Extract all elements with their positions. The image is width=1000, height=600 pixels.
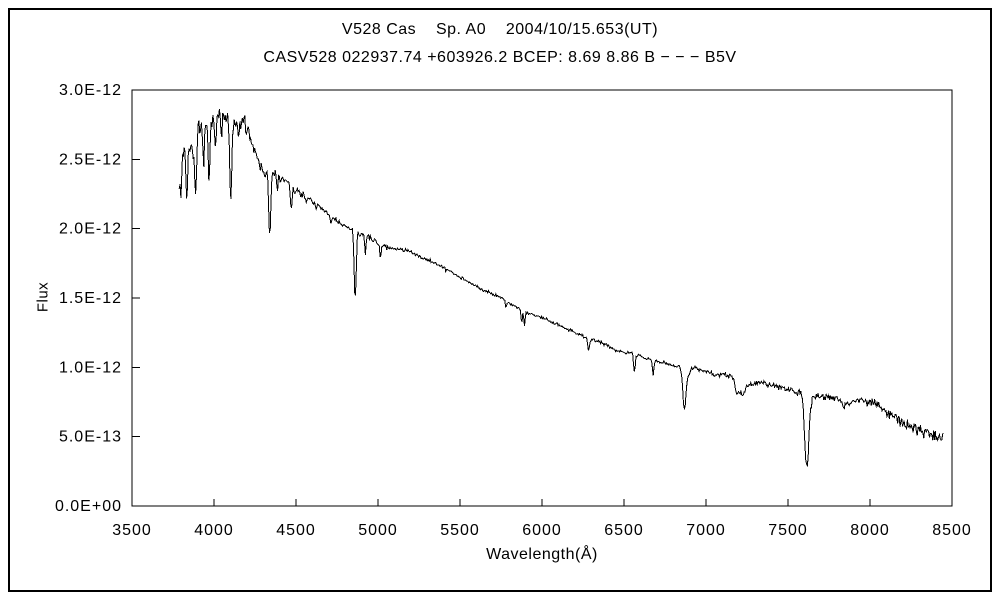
- x-tick-label: 3500: [112, 522, 152, 539]
- y-tick-label: 5.0E-13: [59, 429, 122, 446]
- y-tick-label: 3.0E-12: [59, 82, 122, 99]
- x-axis-title: Wavelength(Å): [486, 546, 598, 563]
- plot-subtitle: CASV528 022937.74 +603926.2 BCEP: 8.69 8…: [263, 49, 737, 66]
- x-tick-label: 4500: [276, 522, 316, 539]
- x-tick-label: 8500: [932, 522, 972, 539]
- plot-title: V528 Cas Sp. A0 2004/10/15.653(UT): [341, 21, 659, 38]
- y-tick-label: 2.5E-12: [59, 151, 122, 168]
- y-tick-label: 0.0E+00: [55, 498, 122, 515]
- x-tick-label: 7000: [686, 522, 726, 539]
- x-tick-label: 8000: [850, 522, 890, 539]
- plot-border: [131, 89, 953, 507]
- x-tick-label: 6000: [522, 522, 562, 539]
- x-tick-label: 6500: [604, 522, 644, 539]
- outer-frame: [8, 8, 992, 592]
- x-tick-label: 4000: [194, 522, 234, 539]
- x-tick-label: 5500: [440, 522, 480, 539]
- y-tick-label: 2.0E-12: [59, 221, 122, 238]
- spectrum-line: [178, 109, 944, 468]
- x-tick-label: 7500: [768, 522, 808, 539]
- x-tick-label: 5000: [358, 522, 398, 539]
- y-tick-label: 1.0E-12: [59, 359, 122, 376]
- y-tick-label: 1.5E-12: [59, 290, 122, 307]
